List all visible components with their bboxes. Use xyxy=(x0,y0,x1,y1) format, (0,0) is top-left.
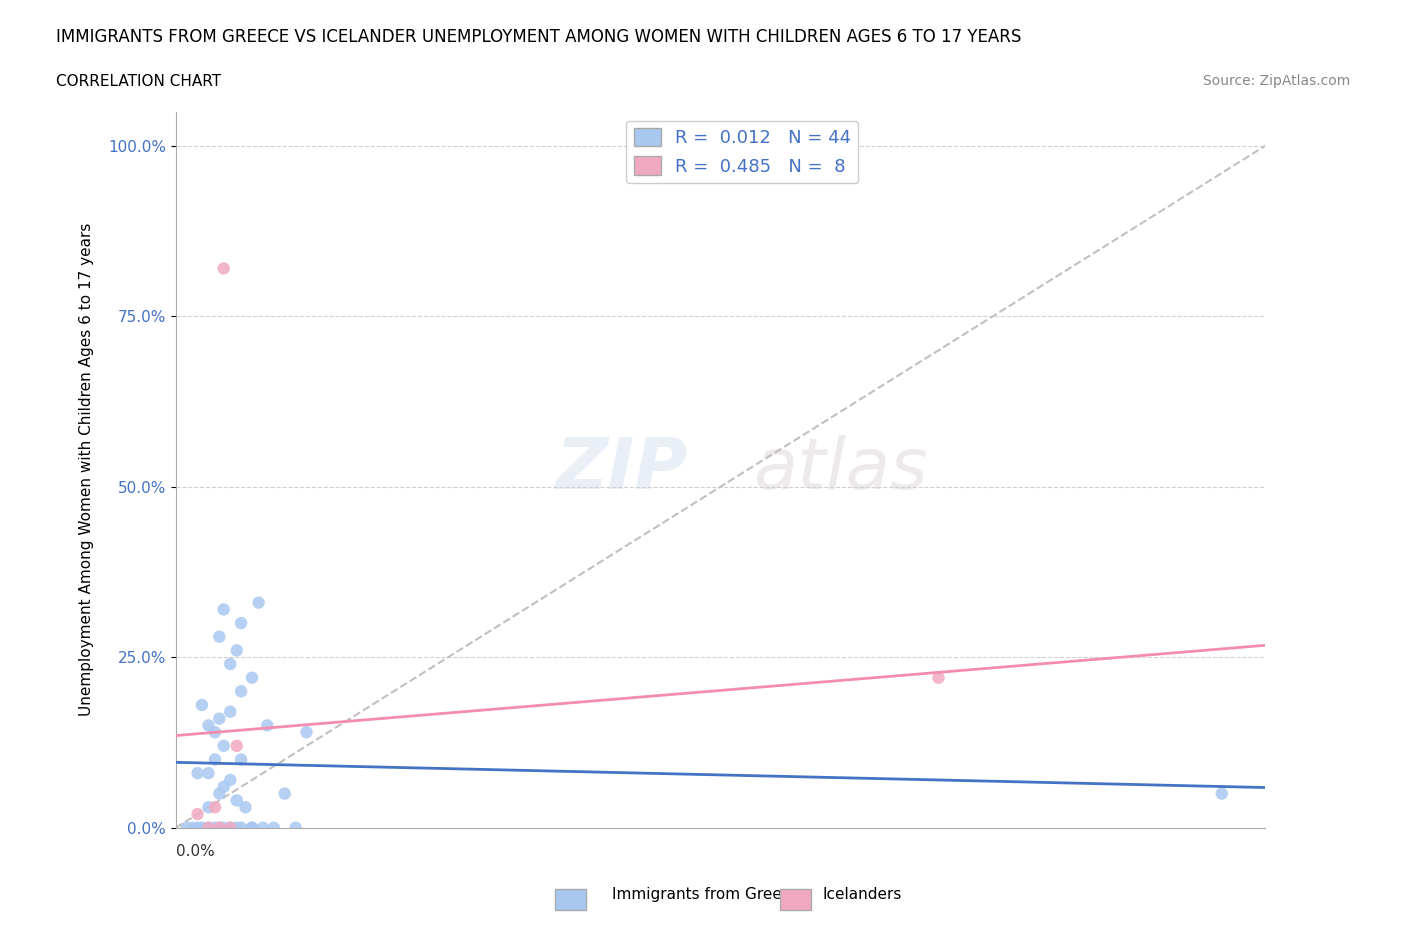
Text: CORRELATION CHART: CORRELATION CHART xyxy=(56,74,221,89)
Point xyxy=(256,718,278,733)
Text: Source: ZipAtlas.com: Source: ZipAtlas.com xyxy=(1202,74,1350,88)
Point xyxy=(252,820,274,835)
Point xyxy=(219,820,242,835)
Point xyxy=(208,786,231,801)
Point xyxy=(219,820,242,835)
Point xyxy=(208,820,231,835)
Point xyxy=(191,698,214,712)
Point xyxy=(197,718,219,733)
Point xyxy=(191,820,214,835)
Point xyxy=(219,773,242,788)
Point xyxy=(240,671,263,685)
Point xyxy=(204,800,226,815)
Point xyxy=(219,657,242,671)
Point xyxy=(186,765,209,780)
Text: Immigrants from Greece: Immigrants from Greece xyxy=(612,887,800,902)
Point xyxy=(225,643,247,658)
Point xyxy=(274,786,297,801)
Point xyxy=(197,800,219,815)
Point xyxy=(231,752,253,767)
Text: Icelanders: Icelanders xyxy=(823,887,901,902)
Point xyxy=(235,800,257,815)
Point xyxy=(197,820,219,835)
Point xyxy=(231,684,253,698)
Point xyxy=(231,616,253,631)
Point xyxy=(186,820,209,835)
Point xyxy=(231,820,253,835)
Point xyxy=(225,738,247,753)
Point xyxy=(204,724,226,739)
Text: ZIP: ZIP xyxy=(555,435,688,504)
Point xyxy=(197,765,219,780)
Point xyxy=(204,752,226,767)
Point xyxy=(1211,786,1233,801)
Point xyxy=(186,806,209,821)
Point xyxy=(240,820,263,835)
Y-axis label: Unemployment Among Women with Children Ages 6 to 17 years: Unemployment Among Women with Children A… xyxy=(79,223,94,716)
Point xyxy=(208,711,231,726)
Point xyxy=(928,671,950,685)
Point xyxy=(225,793,247,808)
Text: IMMIGRANTS FROM GREECE VS ICELANDER UNEMPLOYMENT AMONG WOMEN WITH CHILDREN AGES : IMMIGRANTS FROM GREECE VS ICELANDER UNEM… xyxy=(56,28,1022,46)
Point xyxy=(176,820,198,835)
Point xyxy=(212,602,235,617)
Point xyxy=(263,820,285,835)
Point xyxy=(212,261,235,276)
Legend: R =  0.012   N = 44, R =  0.485   N =  8: R = 0.012 N = 44, R = 0.485 N = 8 xyxy=(626,121,859,183)
Point xyxy=(212,738,235,753)
Point xyxy=(212,820,235,835)
Point xyxy=(204,820,226,835)
Point xyxy=(181,820,204,835)
Text: 0.0%: 0.0% xyxy=(176,844,215,859)
Point xyxy=(247,595,270,610)
Point xyxy=(240,820,263,835)
Point xyxy=(208,630,231,644)
Point xyxy=(212,779,235,794)
Point xyxy=(219,704,242,719)
Point xyxy=(295,724,318,739)
Point xyxy=(225,820,247,835)
Point xyxy=(208,820,231,835)
Point xyxy=(197,820,219,835)
Text: atlas: atlas xyxy=(754,435,928,504)
Point xyxy=(284,820,307,835)
